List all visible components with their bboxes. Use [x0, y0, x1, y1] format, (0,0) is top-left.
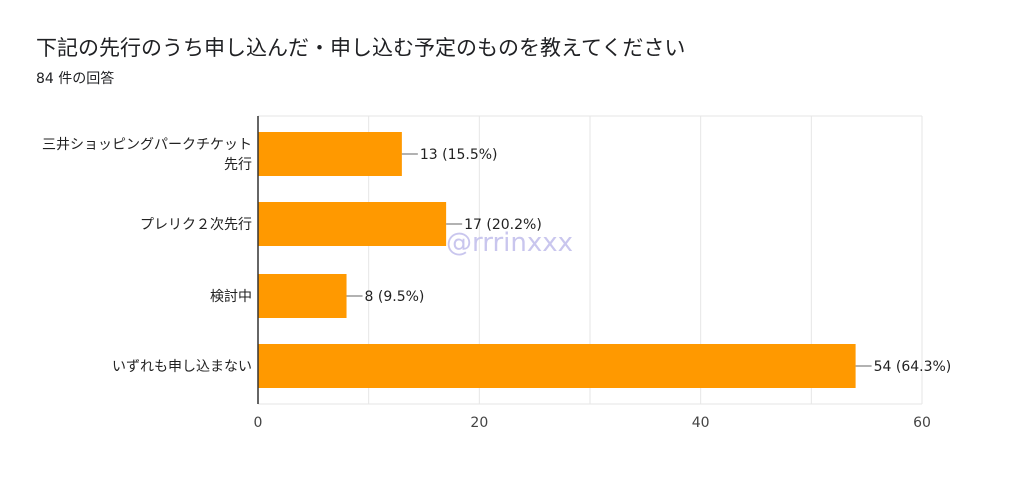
x-tick-label: 60	[913, 415, 931, 431]
response-count: 84 件の回答	[36, 71, 115, 87]
chart-title: 下記の先行のうち申し込んだ・申し込む予定のものを教えてください	[36, 36, 686, 60]
data-label: 17 (20.2%)	[464, 217, 542, 233]
category-label: 先行	[224, 157, 252, 173]
bars	[258, 132, 856, 388]
bar	[258, 202, 447, 246]
data-label: 8 (9.5%)	[365, 289, 425, 305]
category-label: 検討中	[210, 289, 252, 305]
bar	[258, 132, 402, 176]
category-label: 三井ショッピングパークチケット	[42, 137, 252, 153]
data-label: 54 (64.3%)	[874, 359, 952, 375]
x-tick-label: 40	[692, 415, 710, 431]
watermark-text: @rrrinxxx	[446, 228, 573, 258]
bar	[258, 274, 347, 318]
bar	[258, 344, 856, 388]
category-label: プレリク２次先行	[140, 217, 252, 233]
data-label: 13 (15.5%)	[420, 147, 498, 163]
axes: 0 20 40 60	[254, 116, 931, 431]
x-tick-label: 20	[470, 415, 488, 431]
category-label: いずれも申し込まない	[112, 359, 252, 375]
x-tick-label: 0	[254, 415, 263, 431]
